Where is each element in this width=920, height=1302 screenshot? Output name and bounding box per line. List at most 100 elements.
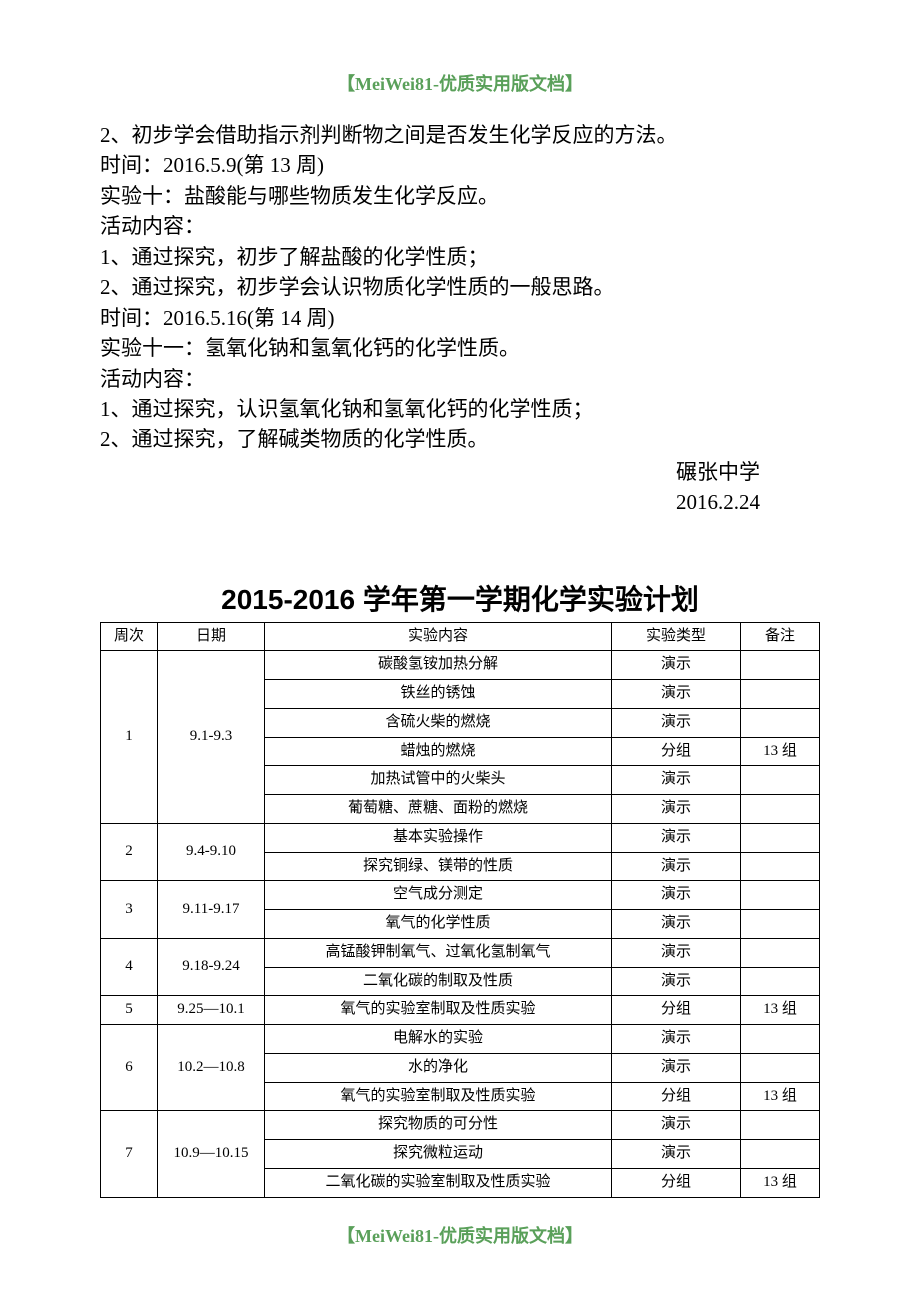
col-date-header: 日期 xyxy=(158,622,265,651)
cell-note xyxy=(741,1111,820,1140)
cell-content: 氧气的化学性质 xyxy=(265,910,612,939)
signature-block: 碾张中学 2016.2.24 xyxy=(100,457,820,518)
footer-brand: 【MeiWei81-优质实用版文档】 xyxy=(100,1222,820,1248)
cell-date: 9.25—10.1 xyxy=(158,996,265,1025)
cell-type: 演示 xyxy=(612,938,741,967)
cell-week: 3 xyxy=(101,881,158,939)
cell-content: 含硫火柴的燃烧 xyxy=(265,708,612,737)
cell-date: 9.4-9.10 xyxy=(158,823,265,881)
cell-type: 演示 xyxy=(612,651,741,680)
cell-note xyxy=(741,938,820,967)
cell-content: 探究微粒运动 xyxy=(265,1140,612,1169)
cell-type: 演示 xyxy=(612,1111,741,1140)
cell-note xyxy=(741,1053,820,1082)
cell-type: 分组 xyxy=(612,1082,741,1111)
table-row: 710.9—10.15探究物质的可分性演示 xyxy=(101,1111,820,1140)
plan-title: 2015-2016 学年第一学期化学实验计划 xyxy=(100,578,820,618)
body-line: 2、初步学会借助指示剂判断物之间是否发生化学反应的方法。 xyxy=(100,120,820,150)
cell-type: 分组 xyxy=(612,996,741,1025)
table-row: 29.4-9.10基本实验操作演示 xyxy=(101,823,820,852)
cell-type: 演示 xyxy=(612,881,741,910)
cell-content: 氧气的实验室制取及性质实验 xyxy=(265,1082,612,1111)
body-line: 活动内容： xyxy=(100,211,820,241)
table-row: 39.11-9.17空气成分测定演示 xyxy=(101,881,820,910)
signature-date: 2016.2.24 xyxy=(100,487,760,517)
cell-content: 高锰酸钾制氧气、过氧化氢制氧气 xyxy=(265,938,612,967)
cell-week: 6 xyxy=(101,1025,158,1111)
cell-note xyxy=(741,680,820,709)
cell-note: 13 组 xyxy=(741,737,820,766)
cell-date: 10.2—10.8 xyxy=(158,1025,265,1111)
cell-note: 13 组 xyxy=(741,1082,820,1111)
body-line: 实验十一：氢氧化钠和氢氧化钙的化学性质。 xyxy=(100,333,820,363)
cell-content: 二氧化碳的制取及性质 xyxy=(265,967,612,996)
cell-week: 1 xyxy=(101,651,158,824)
cell-type: 演示 xyxy=(612,1053,741,1082)
cell-type: 演示 xyxy=(612,910,741,939)
cell-week: 5 xyxy=(101,996,158,1025)
cell-type: 演示 xyxy=(612,852,741,881)
cell-note: 13 组 xyxy=(741,1168,820,1197)
body-text: 2、初步学会借助指示剂判断物之间是否发生化学反应的方法。 时间：2016.5.9… xyxy=(100,120,820,455)
body-line: 实验十：盐酸能与哪些物质发生化学反应。 xyxy=(100,181,820,211)
body-line: 活动内容： xyxy=(100,364,820,394)
cell-content: 铁丝的锈蚀 xyxy=(265,680,612,709)
cell-content: 葡萄糖、蔗糖、面粉的燃烧 xyxy=(265,795,612,824)
col-type-header: 实验类型 xyxy=(612,622,741,651)
cell-type: 演示 xyxy=(612,680,741,709)
cell-note xyxy=(741,1025,820,1054)
cell-content: 电解水的实验 xyxy=(265,1025,612,1054)
col-week-header: 周次 xyxy=(101,622,158,651)
cell-type: 演示 xyxy=(612,708,741,737)
cell-note xyxy=(741,708,820,737)
cell-note: 13 组 xyxy=(741,996,820,1025)
cell-content: 二氧化碳的实验室制取及性质实验 xyxy=(265,1168,612,1197)
table-row: 610.2—10.8电解水的实验演示 xyxy=(101,1025,820,1054)
body-line: 1、通过探究，认识氢氧化钠和氢氧化钙的化学性质； xyxy=(100,394,820,424)
cell-week: 7 xyxy=(101,1111,158,1197)
table-row: 19.1-9.3碳酸氢铵加热分解演示 xyxy=(101,651,820,680)
cell-content: 蜡烛的燃烧 xyxy=(265,737,612,766)
cell-week: 2 xyxy=(101,823,158,881)
body-line: 时间：2016.5.9(第 13 周) xyxy=(100,150,820,180)
table-row: 59.25—10.1氧气的实验室制取及性质实验分组13 组 xyxy=(101,996,820,1025)
cell-type: 演示 xyxy=(612,1025,741,1054)
cell-note xyxy=(741,823,820,852)
cell-date: 9.18-9.24 xyxy=(158,938,265,996)
cell-content: 碳酸氢铵加热分解 xyxy=(265,651,612,680)
cell-content: 探究物质的可分性 xyxy=(265,1111,612,1140)
cell-content: 水的净化 xyxy=(265,1053,612,1082)
cell-note xyxy=(741,881,820,910)
col-note-header: 备注 xyxy=(741,622,820,651)
cell-type: 演示 xyxy=(612,967,741,996)
cell-date: 9.1-9.3 xyxy=(158,651,265,824)
cell-note xyxy=(741,651,820,680)
body-line: 1、通过探究，初步了解盐酸的化学性质； xyxy=(100,242,820,272)
cell-week: 4 xyxy=(101,938,158,996)
cell-type: 分组 xyxy=(612,1168,741,1197)
table-row: 49.18-9.24高锰酸钾制氧气、过氧化氢制氧气演示 xyxy=(101,938,820,967)
cell-date: 9.11-9.17 xyxy=(158,881,265,939)
cell-note xyxy=(741,795,820,824)
header-brand: 【MeiWei81-优质实用版文档】 xyxy=(100,70,820,96)
cell-note xyxy=(741,910,820,939)
signature-school: 碾张中学 xyxy=(100,457,760,487)
body-line: 2、通过探究，初步学会认识物质化学性质的一般思路。 xyxy=(100,272,820,302)
cell-note xyxy=(741,967,820,996)
document-page: 【MeiWei81-优质实用版文档】 2、初步学会借助指示剂判断物之间是否发生化… xyxy=(0,0,920,1288)
col-content-header: 实验内容 xyxy=(265,622,612,651)
cell-content: 空气成分测定 xyxy=(265,881,612,910)
cell-content: 加热试管中的火柴头 xyxy=(265,766,612,795)
cell-note xyxy=(741,1140,820,1169)
cell-date: 10.9—10.15 xyxy=(158,1111,265,1197)
cell-type: 分组 xyxy=(612,737,741,766)
table-header-row: 周次 日期 实验内容 实验类型 备注 xyxy=(101,622,820,651)
plan-table: 周次 日期 实验内容 实验类型 备注 19.1-9.3碳酸氢铵加热分解演示铁丝的… xyxy=(100,622,820,1198)
cell-type: 演示 xyxy=(612,795,741,824)
cell-content: 基本实验操作 xyxy=(265,823,612,852)
cell-content: 探究铜绿、镁带的性质 xyxy=(265,852,612,881)
cell-content: 氧气的实验室制取及性质实验 xyxy=(265,996,612,1025)
cell-type: 演示 xyxy=(612,766,741,795)
cell-type: 演示 xyxy=(612,823,741,852)
cell-note xyxy=(741,852,820,881)
